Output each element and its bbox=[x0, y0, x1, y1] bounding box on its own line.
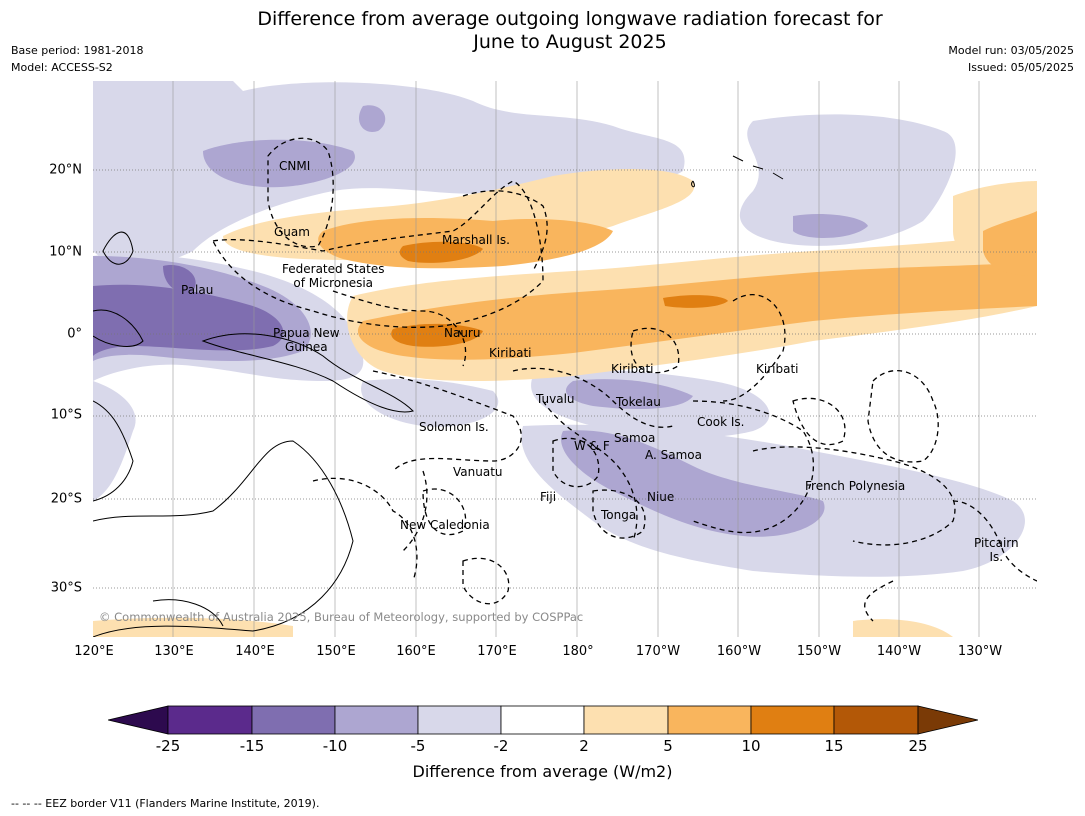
place-label: Guam bbox=[274, 225, 310, 239]
colorbar-title: Difference from average (W/m2) bbox=[412, 762, 673, 781]
coastlines bbox=[93, 155, 784, 637]
model-name: Model: ACCESS-S2 bbox=[11, 61, 113, 74]
meta-left: Base period: 1981-2018 Model: ACCESS-S2 bbox=[11, 42, 143, 76]
place-label: Papua New Guinea bbox=[273, 326, 340, 354]
colorbar-segment bbox=[251, 705, 336, 735]
y-tick: 20°S bbox=[50, 491, 82, 507]
place-label: Fiji bbox=[540, 490, 557, 504]
x-tick: 120°E bbox=[74, 644, 114, 659]
colorbar-label: 10 bbox=[741, 737, 761, 755]
x-tick: 130°W bbox=[957, 644, 1003, 659]
colorbar-segment bbox=[334, 705, 419, 735]
eez-borders bbox=[212, 137, 1037, 622]
place-label: CNMI bbox=[279, 159, 311, 173]
x-tick: 140°W bbox=[876, 644, 922, 659]
place-label: Solomon Is. bbox=[419, 420, 489, 434]
colorbar-canvas bbox=[107, 705, 979, 735]
title-line-2: June to August 2025 bbox=[473, 31, 667, 53]
copyright-notice: © Commonwealth of Australia 2025, Bureau… bbox=[99, 610, 584, 624]
y-tick: 10°S bbox=[50, 407, 82, 423]
x-tick: 160°E bbox=[396, 644, 436, 659]
x-tick: 180° bbox=[562, 644, 594, 659]
x-tick: 150°W bbox=[796, 644, 842, 659]
colorbar-label: -5 bbox=[410, 737, 426, 755]
x-tick: 170°W bbox=[635, 644, 681, 659]
title-line-1: Difference from average outgoing longwav… bbox=[257, 8, 883, 30]
colorbar-segment bbox=[500, 705, 585, 735]
colorbar-segment bbox=[167, 705, 253, 735]
colorbar-label: 2 bbox=[579, 737, 589, 755]
place-label: Tuvalu bbox=[536, 392, 575, 406]
place-label: Palau bbox=[181, 283, 214, 297]
anomaly-medium-positive bbox=[318, 211, 1037, 360]
colorbar-segment bbox=[667, 705, 752, 735]
place-label: W & F bbox=[574, 439, 610, 453]
anomaly-dark-negative bbox=[93, 265, 284, 356]
place-label: Tonga bbox=[601, 508, 637, 522]
place-label: A. Samoa bbox=[645, 448, 702, 462]
place-label: Nauru bbox=[444, 326, 481, 340]
place-label: Kiribati bbox=[756, 362, 799, 376]
place-label: Marshall Is. bbox=[442, 233, 510, 247]
colorbar-segment bbox=[583, 705, 669, 735]
colorbar-label: -10 bbox=[322, 737, 348, 755]
colorbar-label: -15 bbox=[239, 737, 265, 755]
x-tick: 170°E bbox=[477, 644, 517, 659]
place-label: Pitcairn Is. bbox=[974, 536, 1019, 564]
map-canvas bbox=[93, 81, 1037, 637]
colorbar-extend-min bbox=[107, 705, 169, 735]
colorbar-extend-max bbox=[917, 705, 979, 735]
colorbar-label: -2 bbox=[493, 737, 509, 755]
place-label: Vanuatu bbox=[453, 465, 503, 479]
place-label: Federated States of Micronesia bbox=[282, 262, 385, 290]
place-label: Cook Is. bbox=[697, 415, 745, 429]
meta-right: Model run: 03/05/2025 Issued: 05/05/2025 bbox=[948, 42, 1074, 76]
y-tick: 30°S bbox=[50, 580, 82, 596]
colorbar-label: 15 bbox=[824, 737, 844, 755]
map bbox=[93, 81, 1037, 637]
place-label: Kiribati bbox=[611, 362, 654, 376]
x-tick: 160°W bbox=[716, 644, 762, 659]
colorbar-segment bbox=[417, 705, 502, 735]
place-label: New Caledonia bbox=[400, 518, 490, 532]
base-period: Base period: 1981-2018 bbox=[11, 44, 144, 57]
gridlines bbox=[172, 81, 980, 637]
eez-footnote: -- -- -- EEZ border V11 (Flanders Marine… bbox=[11, 797, 320, 810]
x-tick: 150°E bbox=[316, 644, 356, 659]
chart-title: Difference from average outgoing longwav… bbox=[120, 8, 1020, 54]
colorbar-segment bbox=[833, 705, 919, 735]
model-run: Model run: 03/05/2025 bbox=[948, 44, 1074, 57]
x-tick: 130°E bbox=[154, 644, 194, 659]
colorbar-label: 5 bbox=[663, 737, 673, 755]
issued-date: Issued: 05/05/2025 bbox=[967, 61, 1074, 74]
colorbar-segment bbox=[750, 705, 835, 735]
place-label: French Polynesia bbox=[805, 479, 906, 493]
place-label: Tokelau bbox=[616, 395, 661, 409]
y-tick: 20°N bbox=[49, 162, 82, 178]
place-label: Kiribati bbox=[489, 346, 532, 360]
colorbar-label: -25 bbox=[155, 737, 181, 755]
y-tick: 10°N bbox=[49, 244, 82, 260]
latitude-lines bbox=[93, 169, 1037, 589]
place-label: Samoa bbox=[614, 431, 656, 445]
colorbar-label: 25 bbox=[908, 737, 928, 755]
colorbar bbox=[107, 705, 979, 735]
place-label: Niue bbox=[647, 490, 675, 504]
x-tick: 140°E bbox=[235, 644, 275, 659]
y-tick: 0° bbox=[67, 326, 82, 342]
